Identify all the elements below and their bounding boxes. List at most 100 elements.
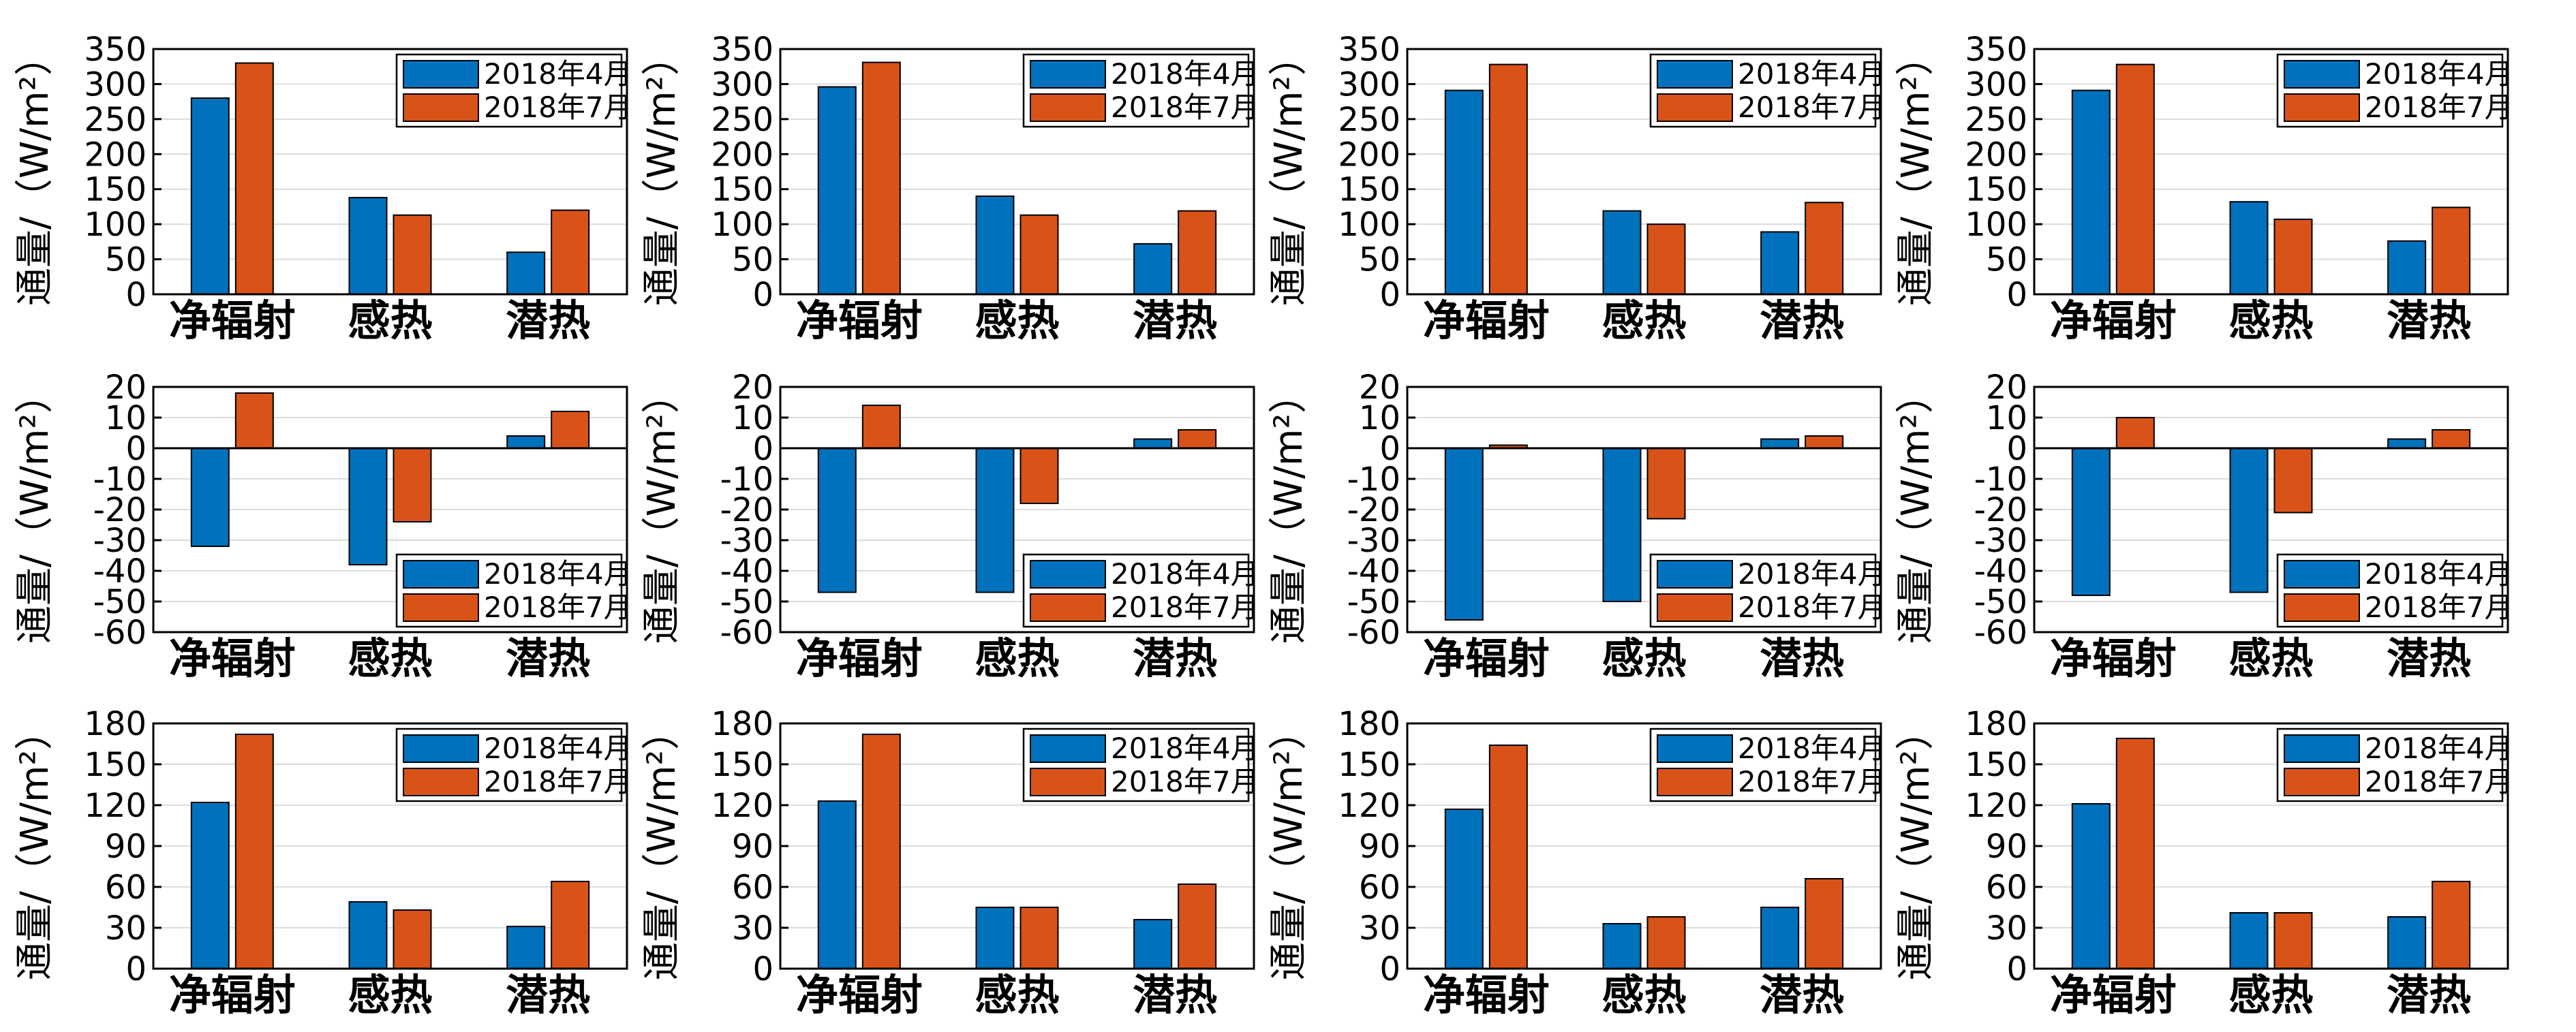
bar-april-1 — [190, 802, 230, 969]
y-tick-label: 180 — [84, 705, 147, 743]
bar-july-1 — [861, 405, 901, 449]
y-axis-label: 通量/（W/m²） — [640, 375, 684, 644]
category-label: 潜热 — [506, 970, 590, 1020]
y-tick-label: 0 — [1379, 276, 1400, 314]
category-label: 净辐射 — [2050, 634, 2177, 683]
bar-april-2 — [2229, 912, 2269, 969]
legend-label: 2018年7月 — [2365, 591, 2513, 624]
legend-label: 2018年7月 — [1738, 91, 1886, 124]
bar-july-3 — [1178, 210, 1217, 296]
y-tick-label: 0 — [125, 950, 147, 988]
y-tick-label: 200 — [1338, 136, 1400, 174]
bar-april-1 — [1444, 448, 1484, 621]
y-axis-label: 通量/（W/m²） — [13, 712, 57, 980]
y-tick-label: 300 — [1338, 65, 1400, 104]
category-label: 感热 — [1601, 296, 1686, 345]
bar-july-2 — [2273, 912, 2313, 969]
y-tick-label: 250 — [1338, 101, 1400, 139]
y-tick-label: 200 — [1965, 136, 2027, 174]
bar-july-2 — [1646, 223, 1686, 295]
bar-april-2 — [2229, 201, 2269, 295]
y-tick-label: -50 — [1347, 583, 1400, 621]
bar-july-3 — [1805, 435, 1844, 449]
category-label: 潜热 — [1760, 296, 1844, 345]
bar-april-2 — [975, 448, 1015, 593]
y-tick-label: 150 — [711, 171, 773, 209]
y-tick-label: 90 — [105, 828, 147, 866]
y-tick-label: 300 — [1965, 65, 2027, 104]
bar-july-3 — [1178, 429, 1217, 449]
y-tick-label: 10 — [1359, 399, 1400, 437]
axes-frame — [152, 48, 628, 296]
y-tick-label: 120 — [1965, 787, 2027, 825]
category-label: 感热 — [348, 296, 432, 345]
legend-label: 2018年7月 — [2365, 765, 2513, 798]
bar-july-3 — [1805, 202, 1844, 295]
legend-label: 2018年7月 — [1738, 591, 1886, 624]
category-label: 净辐射 — [796, 634, 923, 683]
legend-swatch-july — [1030, 593, 1106, 622]
y-tick-label: -50 — [720, 583, 773, 621]
y-tick-label: 150 — [1338, 171, 1400, 209]
legend-label: 2018年4月 — [2365, 732, 2513, 765]
bar-april-1 — [2071, 89, 2111, 296]
y-tick-label: -50 — [1974, 583, 2027, 621]
y-tick-label: 20 — [732, 369, 773, 407]
legend-swatch-april — [403, 60, 479, 89]
y-tick-label: 60 — [105, 869, 147, 907]
y-tick-label: 120 — [84, 787, 147, 825]
bar-july-1 — [2115, 738, 2155, 969]
y-tick-label: -10 — [1974, 460, 2027, 499]
legend-swatch-april — [1657, 560, 1733, 589]
y-tick-label: 30 — [1359, 909, 1400, 948]
legend-label: 2018年4月 — [1738, 57, 1886, 91]
legend-swatch-july — [1657, 593, 1733, 622]
bar-july-2 — [1019, 907, 1059, 969]
y-tick-label: 50 — [1359, 241, 1400, 279]
category-label: 潜热 — [1133, 970, 1217, 1020]
category-label: 潜热 — [1133, 296, 1217, 345]
y-tick-label: 50 — [732, 241, 773, 279]
bar-july-1 — [2115, 417, 2155, 449]
bar-april-2 — [1602, 210, 1642, 296]
y-tick-label: 0 — [752, 276, 773, 314]
category-label: 潜热 — [2387, 296, 2471, 345]
bar-july-2 — [393, 448, 432, 522]
bar-april-3 — [506, 926, 546, 969]
bar-april-1 — [817, 86, 857, 296]
legend-swatch-july — [1030, 768, 1106, 796]
y-tick-label: -30 — [1347, 522, 1400, 560]
category-label: 感热 — [2228, 634, 2313, 683]
legend-swatch-july — [2284, 593, 2360, 622]
bar-april-3 — [2387, 240, 2427, 296]
bar-july-3 — [1805, 878, 1844, 969]
y-tick-label: 200 — [84, 136, 147, 174]
category-label: 潜热 — [1133, 634, 1217, 683]
legend-label: 2018年7月 — [484, 765, 632, 798]
bar-july-3 — [2432, 429, 2471, 449]
category-label: 感热 — [2228, 970, 2313, 1020]
bar-july-2 — [393, 909, 432, 969]
legend-swatch-april — [2284, 734, 2360, 763]
bar-july-3 — [2432, 206, 2471, 296]
y-axis-label: 通量/（W/m²） — [13, 37, 57, 306]
category-label: 净辐射 — [169, 970, 296, 1020]
category-label: 感热 — [348, 634, 432, 683]
y-tick-label: 20 — [105, 369, 147, 407]
legend-label: 2018年4月 — [484, 57, 632, 91]
y-tick-label: 150 — [711, 746, 773, 784]
y-tick-label: 150 — [1965, 171, 2027, 209]
y-tick-label: -30 — [1974, 522, 2027, 560]
category-label: 净辐射 — [169, 634, 296, 683]
y-tick-label: 50 — [105, 241, 147, 279]
y-tick-label: 30 — [105, 909, 147, 948]
bar-july-1 — [1488, 745, 1528, 969]
